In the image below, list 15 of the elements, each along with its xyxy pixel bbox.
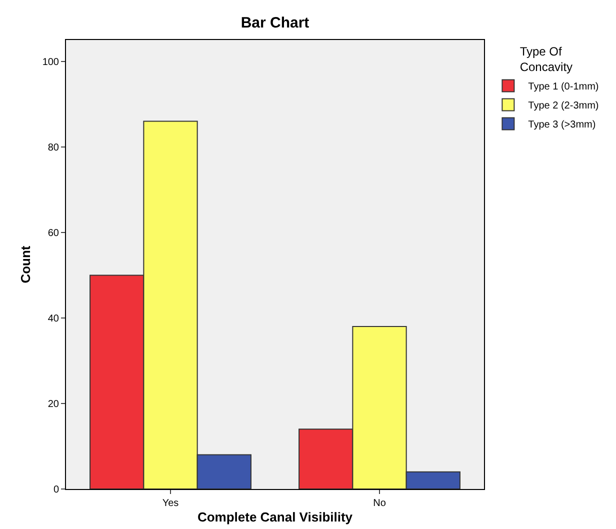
x-tick-label: Yes [162,498,179,509]
y-tick-label: 80 [48,142,60,154]
y-axis-title: Count [18,245,33,284]
legend-label: Type 2 (2-3mm) [528,100,599,112]
y-tick-label: 20 [48,398,60,410]
y-tick-label: 40 [48,313,60,324]
y-tick-label: 100 [42,56,60,68]
legend-title: Type Of Concavity [520,44,573,74]
legend-label: Type 1 (0-1mm) [528,82,599,93]
x-axis-title: Complete Canal Visibility [197,510,354,525]
x-tick-label: No [373,498,386,509]
y-tick-label: 0 [53,484,60,496]
chart-title: Bar Chart [240,14,310,32]
y-tick-label: 60 [48,228,60,239]
legend-label: Type 3 (>3mm) [528,120,596,131]
